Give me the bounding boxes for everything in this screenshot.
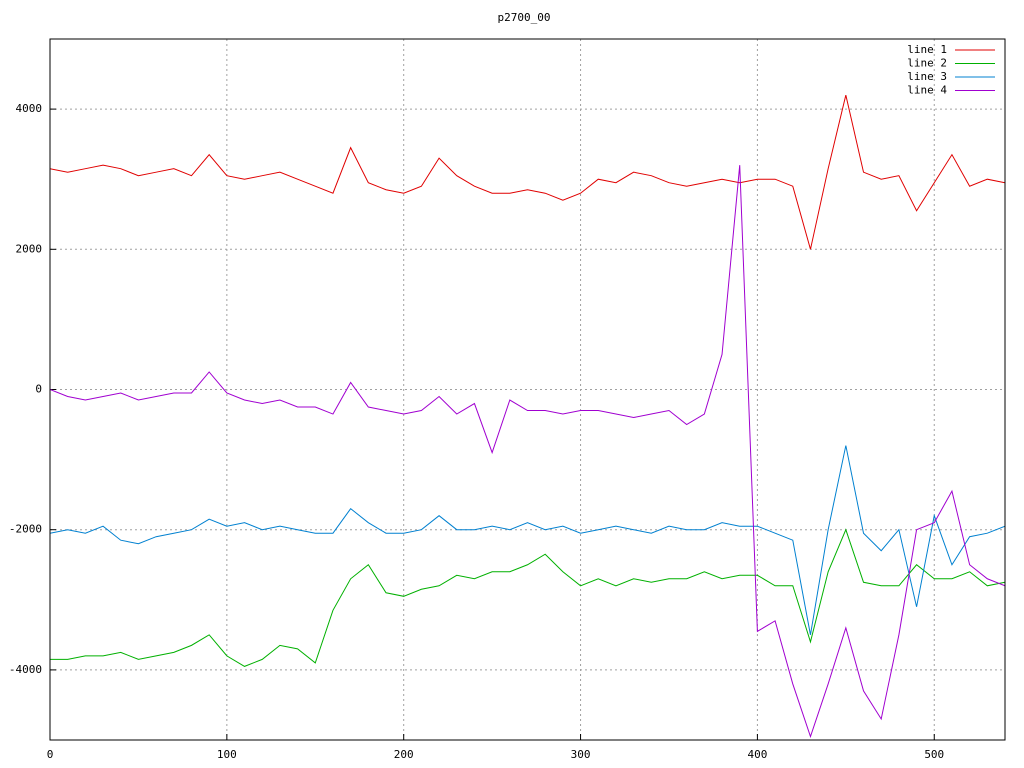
grid: -4000 -2000 0 2000 4000 0 100 200 300 400 500 xyxy=(9,39,1005,761)
x-tick-label: 500 xyxy=(924,748,944,761)
y-tick-label: 0 xyxy=(35,383,42,396)
x-tick-label: 100 xyxy=(217,748,237,761)
x-tick-label: 0 xyxy=(47,748,54,761)
y-tick-label: 4000 xyxy=(16,102,43,115)
series-line xyxy=(50,165,1005,739)
chart-title: p2700_00 xyxy=(498,11,551,24)
x-tick-label: 300 xyxy=(571,748,591,761)
series-line xyxy=(50,94,1005,250)
plot-frame xyxy=(49,38,1006,741)
plot-area xyxy=(50,94,1005,739)
legend-label: line 2 xyxy=(907,57,947,70)
legend-label: line 4 xyxy=(907,84,947,97)
legend-label: line 1 xyxy=(907,43,947,56)
y-tick-label: 2000 xyxy=(16,242,43,255)
y-tick-label: -2000 xyxy=(9,523,42,536)
x-tick-label: 400 xyxy=(747,748,767,761)
series-line xyxy=(50,528,1005,667)
y-tick-label: -4000 xyxy=(9,663,42,676)
series-line xyxy=(50,445,1005,635)
x-tick-label: 200 xyxy=(394,748,414,761)
legend-label: line 3 xyxy=(907,70,947,83)
